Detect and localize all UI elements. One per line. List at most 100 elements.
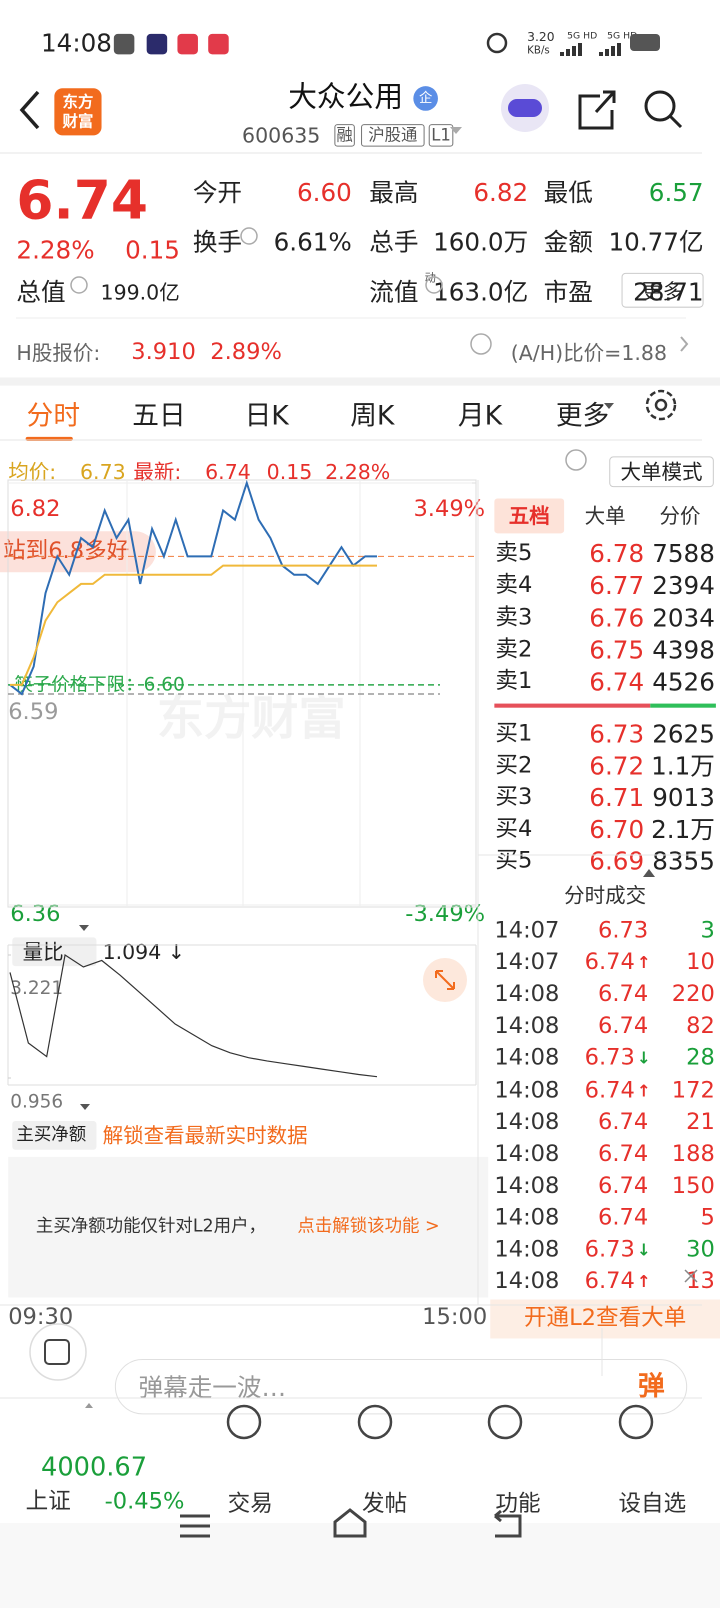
- mode-button[interactable]: [609, 456, 714, 488]
- trade-volume: 82: [686, 1013, 715, 1040]
- ratio-selector-label[interactable]: 量比: [22, 939, 64, 965]
- trade-time: 14:08: [494, 981, 560, 1008]
- trade-volume: 188: [671, 1141, 715, 1167]
- main-buy-selector-label[interactable]: 主买净额: [16, 1124, 87, 1146]
- trade-price: 6.74: [597, 1173, 649, 1199]
- h-share-price: 3.910: [131, 339, 196, 366]
- unlock-link[interactable]: 解锁查看最新实时数据: [102, 1123, 308, 1148]
- nav-item[interactable]: 交易: [227, 1491, 273, 1517]
- book-label: 卖5: [495, 540, 533, 567]
- tab[interactable]: 更多: [555, 401, 610, 432]
- trade-direction: ↓: [636, 1048, 651, 1069]
- avg-price: 6.73: [79, 459, 126, 485]
- y-tick-label: 6.82: [10, 496, 61, 523]
- trade-volume: 172: [671, 1077, 715, 1104]
- book-label: 买2: [495, 752, 533, 779]
- trade-time: 14:08: [494, 1268, 560, 1295]
- trade-volume: 150: [671, 1173, 715, 1199]
- danmaku-button[interactable]: 弹: [637, 1371, 665, 1403]
- trade-time: 14:08: [494, 1013, 560, 1040]
- trade-time: 14:08: [494, 1045, 560, 1072]
- book-volume: 2625: [652, 719, 715, 749]
- trade-time: 14:08: [494, 1141, 560, 1167]
- trade-price: 6.73: [584, 1045, 635, 1072]
- trade-direction: ↑: [636, 952, 651, 973]
- book-price: 6.72: [589, 751, 645, 781]
- nav-item[interactable]: 功能: [495, 1491, 541, 1517]
- promo-banner[interactable]: [490, 1299, 720, 1339]
- tag-box: [334, 124, 355, 147]
- h-share-pct: 2.89%: [210, 339, 282, 366]
- comment-placeholder[interactable]: 弹幕走一波…: [138, 1373, 287, 1403]
- badge-bg: [413, 86, 438, 111]
- stock-code: 600635: [242, 123, 321, 148]
- more-button[interactable]: [621, 272, 704, 308]
- h-share-label: H股报价:: [16, 340, 101, 366]
- tag-box: [428, 124, 454, 147]
- watermark: 东方财富: [156, 690, 346, 746]
- field-value: 28.71: [633, 277, 704, 307]
- change: 0.15: [125, 235, 180, 265]
- trade-time: 14:08: [494, 1109, 560, 1135]
- book-volume: 2034: [652, 603, 715, 633]
- tab[interactable]: 周K: [350, 401, 395, 432]
- book-price: 6.73: [589, 719, 645, 749]
- ratio-current: 1.094 ↓: [102, 939, 185, 965]
- stock-tag: 融: [336, 125, 353, 145]
- promo-label[interactable]: 开通L2查看大单: [523, 1305, 687, 1332]
- tab-active-bg: [494, 498, 565, 534]
- tab[interactable]: 五日: [132, 401, 186, 432]
- trade-price: 6.74: [584, 1077, 635, 1104]
- tab[interactable]: 分时: [26, 401, 81, 432]
- avg-label: 均价:: [8, 459, 57, 485]
- y2-tick-label: -3.49%: [405, 901, 486, 928]
- trade-volume: 10: [686, 949, 715, 976]
- trade-price: 6.74: [597, 1205, 649, 1231]
- nav-item[interactable]: 设自选: [618, 1491, 687, 1517]
- network-label: 5G HD: [567, 31, 598, 42]
- main-buy-selector[interactable]: [12, 1121, 97, 1150]
- field-label: 总值: [16, 277, 66, 307]
- stock-name: 大众公用: [288, 79, 404, 114]
- tab[interactable]: 日K: [244, 401, 289, 432]
- logo-text: 财富: [62, 112, 94, 131]
- index-value[interactable]: 4000.67: [41, 1451, 148, 1482]
- nav-item[interactable]: 发帖: [362, 1491, 408, 1517]
- field-label: 最低: [543, 178, 593, 208]
- net-speed-unit: KB/s: [527, 45, 550, 57]
- field-label: 今开: [192, 178, 243, 208]
- book-label: 买1: [495, 721, 533, 747]
- book-price: 6.74: [589, 667, 645, 697]
- system-nav: [0, 1523, 720, 1608]
- field-label: 换手: [192, 227, 243, 257]
- book-tab[interactable]: 大单: [584, 503, 626, 529]
- trade-volume: 21: [686, 1109, 715, 1135]
- field-value: 199.0亿: [100, 279, 180, 305]
- unlock-action[interactable]: 点击解锁该功能 >: [297, 1215, 440, 1237]
- trade-direction: ↑: [636, 1271, 651, 1292]
- book-price: 6.69: [589, 847, 645, 877]
- last-change-pct: 2.28%: [325, 459, 391, 485]
- mode-button-label[interactable]: 大单模式: [620, 459, 703, 485]
- stock-badge: 企: [418, 90, 433, 107]
- book-price: 6.78: [589, 539, 645, 569]
- stock-tag: 沪股通: [368, 125, 418, 145]
- trade-price: 6.74: [597, 981, 649, 1008]
- book-tab[interactable]: 五档: [508, 503, 550, 529]
- logo-text: 东方: [62, 92, 94, 112]
- tab[interactable]: 月K: [457, 401, 503, 432]
- ah-ratio: (A/H)比价=1.88: [510, 340, 668, 366]
- more-button-label[interactable]: 更多: [642, 278, 684, 304]
- y-tick-label: 6.36: [10, 901, 61, 928]
- stock-tag: L1: [431, 125, 451, 145]
- net-speed: 3.20: [527, 29, 555, 45]
- book-label: 卖2: [495, 636, 533, 663]
- trade-price: 6.74: [597, 1109, 649, 1135]
- comment-input[interactable]: [114, 1358, 688, 1415]
- trade-volume: 5: [700, 1205, 715, 1231]
- index-change: -0.45%: [104, 1489, 185, 1515]
- book-price: 6.75: [589, 635, 645, 665]
- field-value: 6.82: [473, 178, 529, 208]
- trade-volume: 13: [686, 1268, 715, 1295]
- book-tab[interactable]: 分价: [659, 503, 701, 529]
